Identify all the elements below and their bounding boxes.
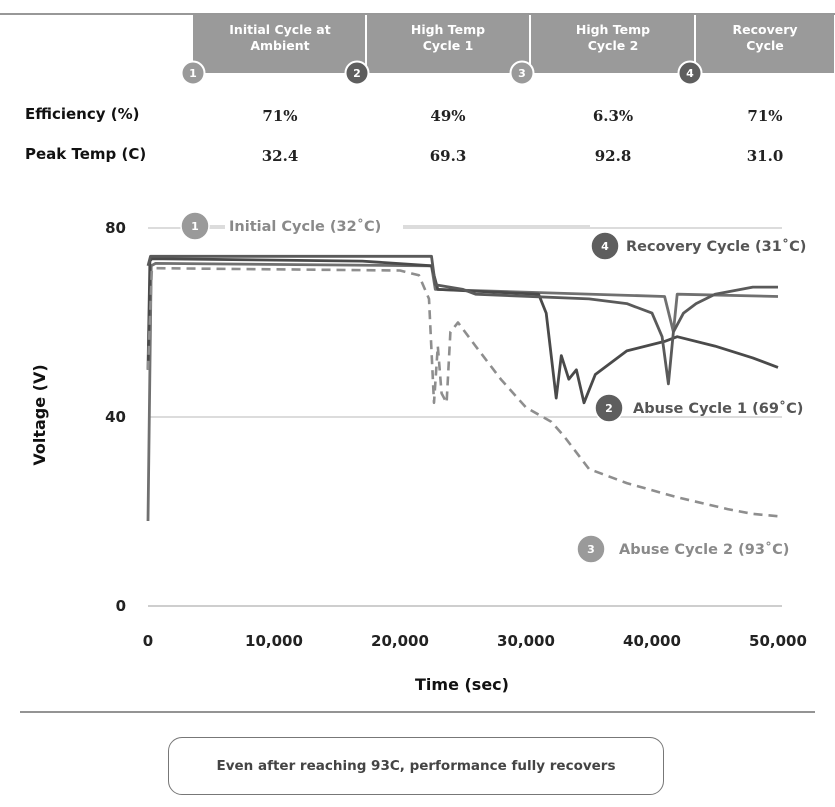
chart-series (146, 254, 779, 522)
annotation-badge-number-initial: 1 (191, 220, 199, 233)
annotation-badge-number-abuse1: 2 (605, 402, 613, 415)
stage-3-badge-number: 3 (518, 67, 526, 80)
x-tick-label: 20,000 (371, 632, 429, 650)
y-tick-label: 0 (116, 597, 126, 615)
stage-3-title-line-2: Cycle 2 (588, 38, 639, 53)
x-tick-label: 10,000 (245, 632, 303, 650)
note-callout: Even after reaching 93C, performance ful… (168, 737, 664, 795)
annotation-badge-abuse1 (594, 393, 624, 423)
annotation-bg (225, 216, 403, 236)
efficiency-stage-3: 6.3% (593, 107, 633, 125)
stage-4-badge (677, 60, 703, 86)
stage-1-badge (180, 60, 206, 86)
peak-temp-stage-2: 69.3 (430, 147, 467, 165)
peak-temp-stage-1: 32.4 (262, 147, 299, 165)
annotation-badge-number-abuse2: 3 (587, 543, 595, 556)
stage-header: Initial Cycle at Ambient High Temp Cycle… (180, 15, 834, 86)
stage-1-title-line-2: Ambient (250, 38, 309, 53)
stage-4-title-line-2: Cycle (746, 38, 784, 53)
chart-axes: 0 40 80 0 10,000 20,000 30,000 40,000 50,000 (105, 219, 807, 650)
stage-3-badge (509, 60, 535, 86)
stage-3-title-line-1: High Temp (576, 22, 650, 37)
x-axis-title: Time (sec) (415, 675, 509, 694)
annotation-badge-recovery (590, 231, 620, 261)
x-tick-label: 0 (143, 632, 153, 650)
note-text: Even after reaching 93C, performance ful… (216, 758, 616, 774)
peak-temp-row-label: Peak Temp (C) (25, 145, 146, 163)
annotation-label-abuse1: Abuse Cycle 1 (69˚C) (633, 400, 803, 417)
annotation-badge-initial (180, 211, 210, 241)
stage-4-badge-number: 4 (686, 67, 694, 80)
chart-annotations: 1 Initial Cycle (32˚C) 2 Abuse Cycle 1 (69˚… (180, 211, 806, 564)
stage-4-title-line-1: Recovery (732, 22, 797, 37)
efficiency-row-label: Efficiency (%) (25, 105, 140, 123)
peak-temp-stage-4: 31.0 (747, 147, 784, 165)
series-line-recovery (146, 254, 778, 386)
annotation-badge-abuse2 (576, 534, 606, 564)
efficiency-stage-1: 71% (262, 107, 297, 125)
x-tick-label: 40,000 (623, 632, 681, 650)
stage-header-band (193, 15, 834, 73)
stage-2-title-line-1: High Temp (411, 22, 485, 37)
stage-2-badge-number: 2 (353, 67, 361, 80)
stage-2-badge (344, 60, 370, 86)
series-line-abuse1 (146, 257, 779, 405)
y-axis-title: Voltage (V) (30, 364, 49, 465)
peak-temp-stage-3: 92.8 (595, 147, 632, 165)
summary-table: Efficiency (%) 71% 49% 6.3% 71% Peak Tem… (25, 105, 783, 165)
stage-2-title-line-2: Cycle 1 (423, 38, 474, 53)
series-line-initial (146, 262, 779, 522)
series-line-abuse2 (146, 266, 779, 518)
efficiency-stage-4: 71% (747, 107, 782, 125)
x-tick-label: 50,000 (749, 632, 807, 650)
stage-1-badge-number: 1 (189, 67, 197, 80)
annotation-label-abuse2: Abuse Cycle 2 (93˚C) (619, 541, 789, 558)
y-tick-label: 80 (105, 219, 126, 237)
annotation-badge-number-recovery: 4 (601, 240, 609, 253)
stage-1-title-line-1: Initial Cycle at (229, 22, 330, 37)
annotation-label-initial: Initial Cycle (32˚C) (229, 218, 381, 235)
y-tick-label: 40 (105, 408, 126, 426)
annotation-label-recovery: Recovery Cycle (31˚C) (626, 238, 806, 255)
efficiency-stage-2: 49% (430, 107, 465, 125)
x-tick-label: 30,000 (497, 632, 555, 650)
voltage-chart: 0 40 80 0 10,000 20,000 30,000 40,000 50,000 1 In… (30, 211, 807, 694)
